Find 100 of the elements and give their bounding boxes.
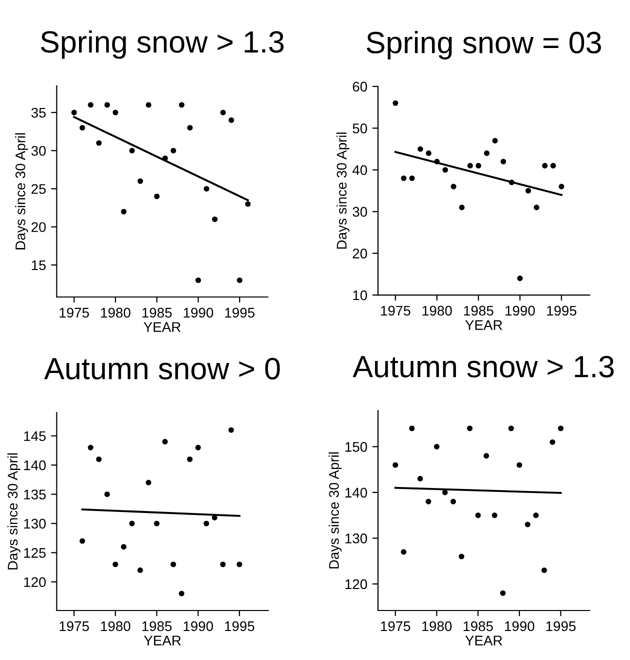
x-tick-label: 1980 [422,306,452,316]
x-tick-label: 1995 [546,621,576,632]
point [178,590,184,596]
point [137,567,143,573]
point [426,150,432,156]
point [484,150,490,156]
point [236,562,242,568]
point [228,117,234,123]
y-tick-label: 120 [345,579,368,590]
point [400,549,406,555]
y-tick-label: 25 [32,184,46,194]
point [187,124,193,131]
y-tick-label: 130 [345,534,368,544]
point [120,208,127,214]
point [516,462,522,468]
x-tick-label: 1995 [225,621,254,632]
y-axis-title: Days since 30 April [328,452,342,568]
point [138,178,144,184]
point [442,490,448,496]
point [80,538,86,544]
point [550,162,556,168]
point [409,426,415,432]
point [154,520,160,526]
point [484,453,490,459]
point [170,148,176,154]
x-tick-label: 1985 [142,308,172,318]
point [442,167,448,173]
point [558,184,564,190]
point [88,102,94,108]
chart-title: Spring snow = 03 [366,30,601,60]
point [178,102,184,108]
y-tick-label: 10 [353,290,368,300]
point [88,444,94,450]
x-axis-title: YEAR [465,320,502,330]
y-axis-title: Days since 30 April [15,133,28,250]
x-tick-label: 1995 [225,308,254,318]
point [458,554,464,560]
y-tick-label: 30 [352,206,368,217]
point [96,456,102,462]
point [154,194,160,200]
point [542,162,548,168]
point [104,102,110,108]
point [492,512,498,518]
y-tick-label: 35 [31,108,46,118]
chart-title: Spring snow > 1.3 [40,30,284,59]
point [525,188,532,194]
y-tick-label: 120 [24,577,46,588]
point [146,480,152,486]
point [220,110,226,116]
point [129,520,135,526]
y-tick-label: 15 [32,260,46,270]
chart-title: Autumn snow > 0 [44,358,280,380]
y-tick-label: 130 [24,518,46,529]
point [541,567,547,574]
y-tick-label: 140 [24,460,46,470]
point [475,512,481,518]
x-axis-title: YEAR [144,322,180,332]
point [220,562,226,568]
point [392,100,398,106]
point [204,186,210,192]
point [450,184,456,190]
x-tick-label: 1980 [101,621,130,632]
x-axis-title: YEAR [144,636,181,646]
chart-title: Autumn snow > 1.3 [352,356,614,378]
point [236,277,242,284]
point [162,438,168,444]
y-tick-label: 140 [345,488,368,498]
point [195,277,202,284]
point [418,146,424,152]
point [112,110,118,116]
x-tick-label: 1985 [464,306,494,316]
y-tick-label: 125 [24,548,46,558]
point [550,439,556,445]
y-tick-label: 135 [24,490,46,500]
point [409,175,415,182]
point [534,204,540,210]
x-tick-label: 1990 [506,306,535,316]
point [80,124,86,131]
point [96,140,102,146]
x-tick-label: 1985 [142,621,172,632]
y-axis-title: Days since 30 April [336,132,350,249]
point [467,162,473,168]
point [467,426,473,432]
y-tick-label: 30 [31,146,46,156]
point [558,426,564,432]
point [524,522,530,528]
y-tick-label: 50 [352,124,368,134]
x-tick-label: 1990 [184,621,214,632]
x-tick-label: 1975 [60,308,89,318]
point [500,158,506,164]
y-tick-label: 20 [32,222,46,232]
point [104,491,110,498]
x-tick-label: 1985 [464,621,493,632]
point [129,148,135,154]
point [204,520,210,526]
point [212,216,218,222]
y-tick-label: 145 [24,431,46,442]
point [508,180,514,186]
point [533,512,539,518]
x-tick-label: 1975 [60,621,89,632]
